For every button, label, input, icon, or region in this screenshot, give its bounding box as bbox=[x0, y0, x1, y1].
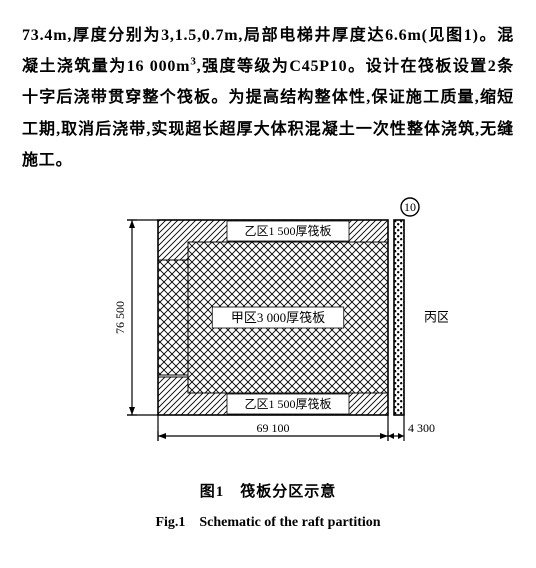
svg-text:69 100: 69 100 bbox=[257, 421, 290, 435]
figure-1: 10乙区1 500厚筏板甲区3 000厚筏板乙区1 500厚筏板丙区76 500… bbox=[88, 190, 448, 537]
figure-caption-en: Fig.1 Schematic of the raft partition bbox=[88, 509, 448, 536]
svg-text:乙区1 500厚筏板: 乙区1 500厚筏板 bbox=[244, 397, 331, 411]
svg-text:乙区1 500厚筏板: 乙区1 500厚筏板 bbox=[244, 224, 331, 238]
body-paragraph: 73.4m,厚度分别为3,1.5,0.7m,局部电梯井厚度达6.6m(见图1)。… bbox=[22, 20, 514, 176]
svg-text:甲区3 000厚筏板: 甲区3 000厚筏板 bbox=[231, 310, 325, 325]
raft-partition-schematic: 10乙区1 500厚筏板甲区3 000厚筏板乙区1 500厚筏板丙区76 500… bbox=[88, 190, 448, 470]
figure-caption-cn: 图1 筏板分区示意 bbox=[88, 478, 448, 507]
svg-text:76 500: 76 500 bbox=[113, 301, 127, 334]
svg-text:10: 10 bbox=[404, 200, 416, 214]
svg-text:4 300: 4 300 bbox=[408, 421, 435, 435]
svg-text:丙区: 丙区 bbox=[424, 309, 448, 324]
